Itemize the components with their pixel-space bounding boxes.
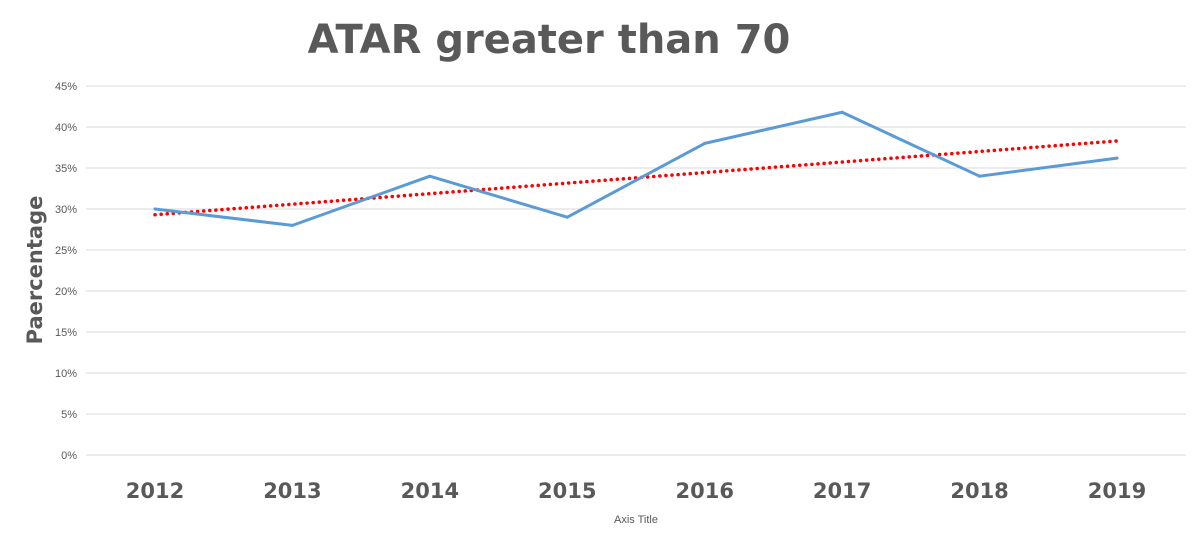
x-tick-label: 2013 <box>263 479 321 503</box>
data-point <box>153 207 157 211</box>
y-tick-label: 5% <box>61 409 77 421</box>
y-tick-label: 45% <box>55 81 77 93</box>
x-tick-label: 2012 <box>126 479 184 503</box>
y-tick-label: 30% <box>55 204 77 216</box>
data-point <box>428 174 432 178</box>
y-tick-label: 40% <box>55 122 77 134</box>
trendline <box>153 139 1119 217</box>
x-tick-label: 2014 <box>401 479 459 503</box>
x-axis-title: Axis Title <box>614 514 658 526</box>
y-tick-label: 20% <box>55 286 77 298</box>
data-point <box>1115 156 1119 160</box>
x-tick-label: 2015 <box>538 479 596 503</box>
data-point <box>703 141 707 145</box>
data-point <box>290 223 294 227</box>
x-tick-label: 2019 <box>1088 479 1146 503</box>
series-line <box>153 110 1119 227</box>
gridlines <box>86 85 1186 456</box>
data-point <box>565 215 569 219</box>
x-tick-label: 2016 <box>675 479 733 503</box>
chart-title: ATAR greater than 70 <box>308 17 791 63</box>
y-tick-label: 0% <box>61 450 77 462</box>
series-layer <box>153 110 1119 227</box>
data-point <box>978 174 982 178</box>
y-axis-title: Paercentage <box>23 196 47 345</box>
x-tick-label: 2018 <box>950 479 1008 503</box>
y-tick-label: 10% <box>55 368 77 380</box>
y-axis-ticks: 0% 5% 10% 15% 20% 25% 30% 35% 40% 45% <box>55 81 77 462</box>
data-point <box>840 110 844 114</box>
y-tick-label: 25% <box>55 245 77 257</box>
y-tick-label: 35% <box>55 163 77 175</box>
x-axis-ticks: 2012 2013 2014 2015 2016 2017 2018 2019 <box>126 479 1146 503</box>
y-tick-label: 15% <box>55 327 77 339</box>
x-tick-label: 2017 <box>813 479 871 503</box>
